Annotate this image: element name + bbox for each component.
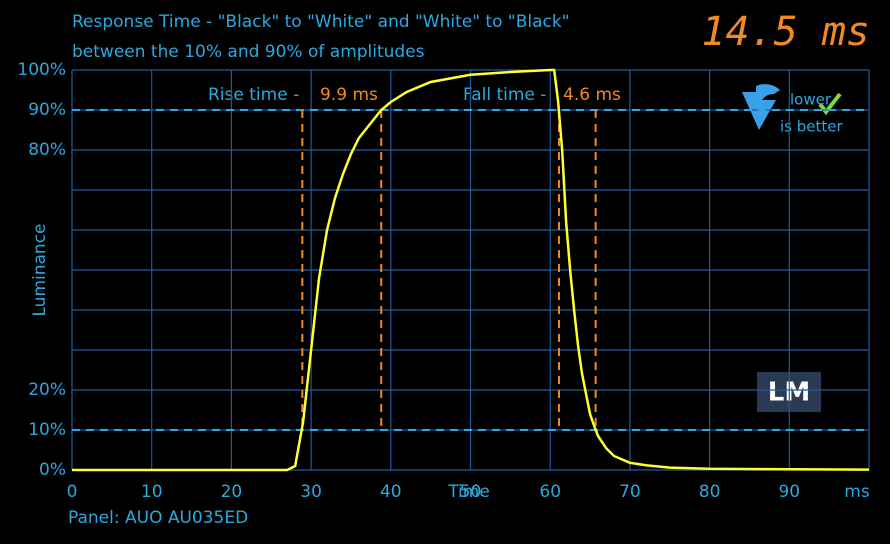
chart-subtitle: between the 10% and 90% of amplitudes	[72, 42, 425, 62]
y-tick-label: 90%	[28, 100, 66, 120]
x-tick-label: 10	[141, 482, 163, 502]
y-tick-label: 80%	[28, 140, 66, 160]
x-tick-label: 40	[380, 482, 402, 502]
annotation-text: Fall time -	[463, 85, 546, 105]
x-tick-label: 50	[460, 482, 482, 502]
y-tick-label: 0%	[39, 460, 66, 480]
check-icon	[818, 92, 842, 116]
badge-text: is better	[780, 118, 843, 136]
y-tick-label: 20%	[28, 380, 66, 400]
badge-text: lower	[790, 91, 832, 109]
x-tick-label: 0	[67, 482, 78, 502]
total-reading: 14.5 ms	[701, 9, 870, 55]
x-tick-label: 90	[778, 482, 800, 502]
x-tick-label: 60	[539, 482, 561, 502]
annotation-value: 4.6 ms	[563, 85, 621, 105]
data-line	[72, 68, 870, 472]
x-tick-label: 70	[619, 482, 641, 502]
y-tick-label: 10%	[28, 420, 66, 440]
y-tick-label: 100%	[17, 60, 66, 80]
arrow-icon	[742, 84, 780, 130]
chart-title: Response Time - "Black" to "White" and "…	[72, 12, 570, 32]
annotation-value: 9.9 ms	[320, 85, 378, 105]
x-tick-label: 30	[300, 482, 322, 502]
footer: Panel: AUO AU035ED	[68, 508, 248, 528]
x-tick-label: 80	[699, 482, 721, 502]
x-tick-label: 20	[221, 482, 243, 502]
x-tick-label: ms	[844, 482, 870, 502]
annotation-text: Rise time -	[208, 85, 299, 105]
x-axis-label: Time	[447, 482, 490, 502]
y-axis-label: Luminance	[30, 223, 50, 316]
